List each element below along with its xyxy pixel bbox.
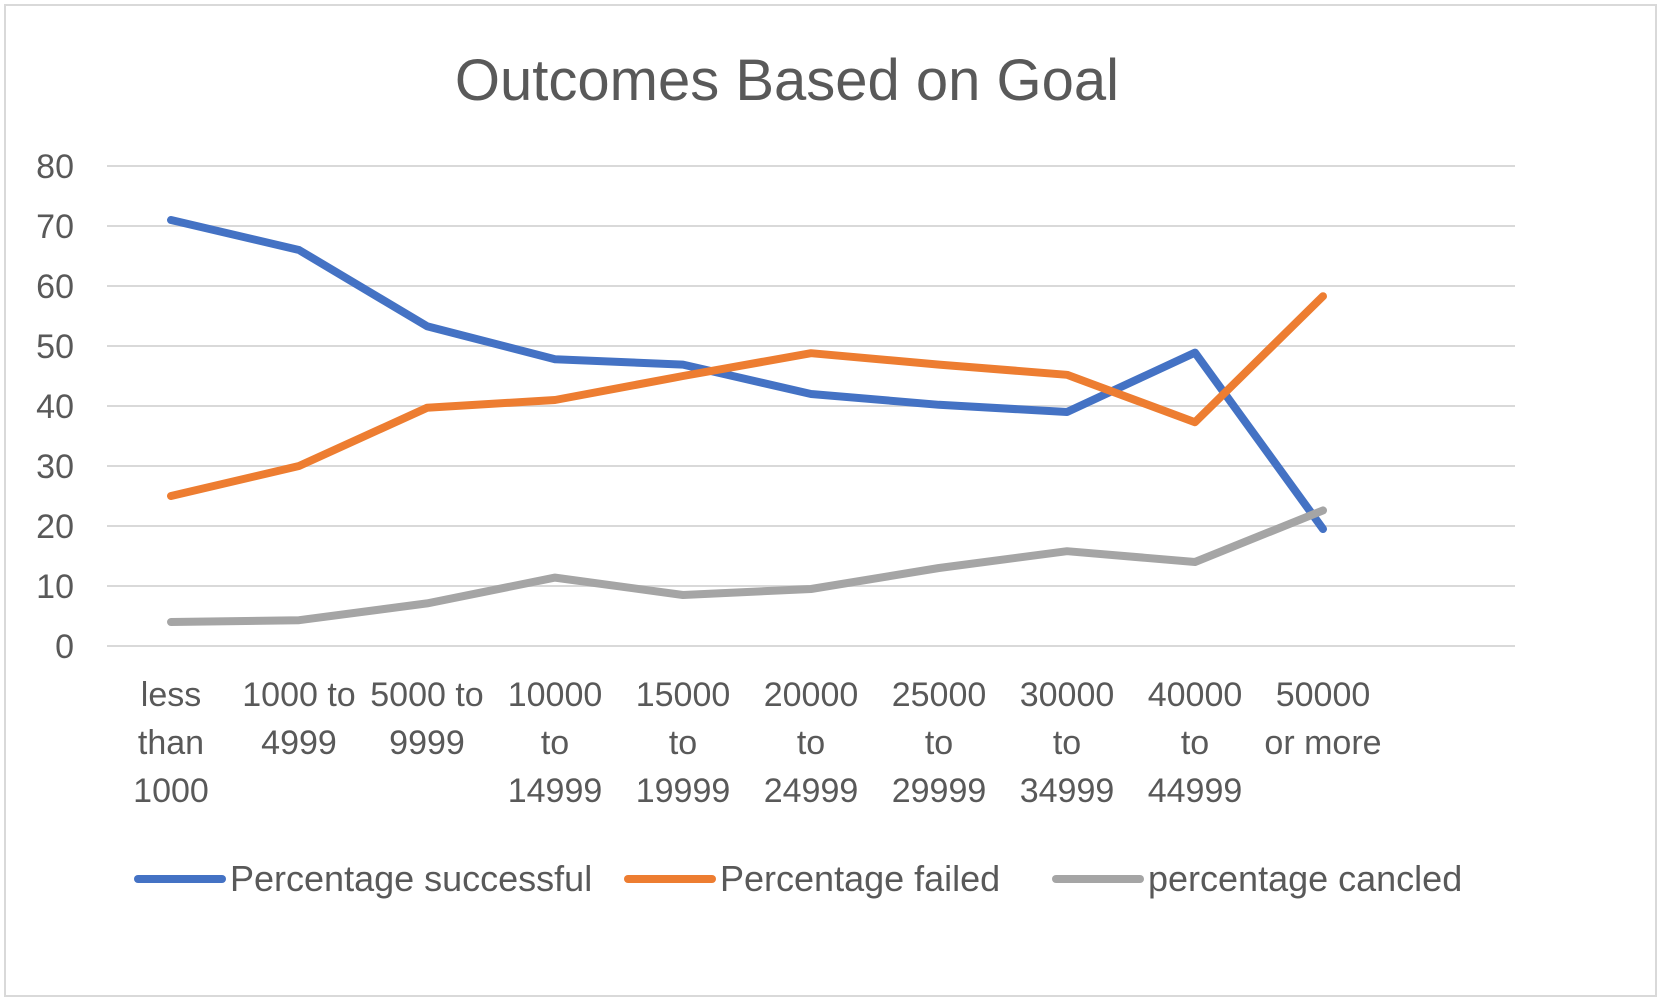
y-tick-label: 0 <box>55 628 74 666</box>
legend-label-1: Percentage successful <box>230 858 592 899</box>
legend-label-3: percentage cancled <box>1148 858 1462 899</box>
x-tick-label: 15000 to 19999 <box>636 676 731 810</box>
y-tick-label: 20 <box>36 508 74 546</box>
series-line-3 <box>167 506 1327 626</box>
y-tick-label: 50 <box>36 328 74 366</box>
x-tick-label: 20000 to 24999 <box>764 676 859 810</box>
x-tick-label: 40000 to 44999 <box>1148 676 1243 810</box>
series-line-1 <box>167 216 1327 533</box>
x-tick-label: 5000 to 9999 <box>370 676 483 762</box>
y-tick-label: 80 <box>36 148 74 186</box>
x-tick-label: less than 1000 <box>133 676 209 810</box>
y-tick-label: 70 <box>36 208 74 246</box>
x-tick-label: 30000 to 34999 <box>1020 676 1115 810</box>
y-tick-label: 30 <box>36 448 74 486</box>
x-tick-label: 1000 to 4999 <box>242 676 355 762</box>
x-tick-label: 25000 to 29999 <box>892 676 987 810</box>
y-tick-label: 40 <box>36 388 74 426</box>
y-tick-label: 10 <box>36 568 74 606</box>
legend-label-2: Percentage failed <box>720 858 1000 899</box>
x-tick-label: 10000 to 14999 <box>508 676 603 810</box>
line-chart: Outcomes Based on Goal 0 10 20 30 40 50 60 70 80… <box>36 48 1515 899</box>
chart-frame: Outcomes Based on Goal 0 10 20 30 40 50 60 70 80… <box>4 4 1657 997</box>
x-tick-label: 50000 or more <box>1264 676 1381 762</box>
series-line-2 <box>167 292 1327 500</box>
y-tick-label: 60 <box>36 268 74 306</box>
chart-title: Outcomes Based on Goal <box>455 48 1119 113</box>
